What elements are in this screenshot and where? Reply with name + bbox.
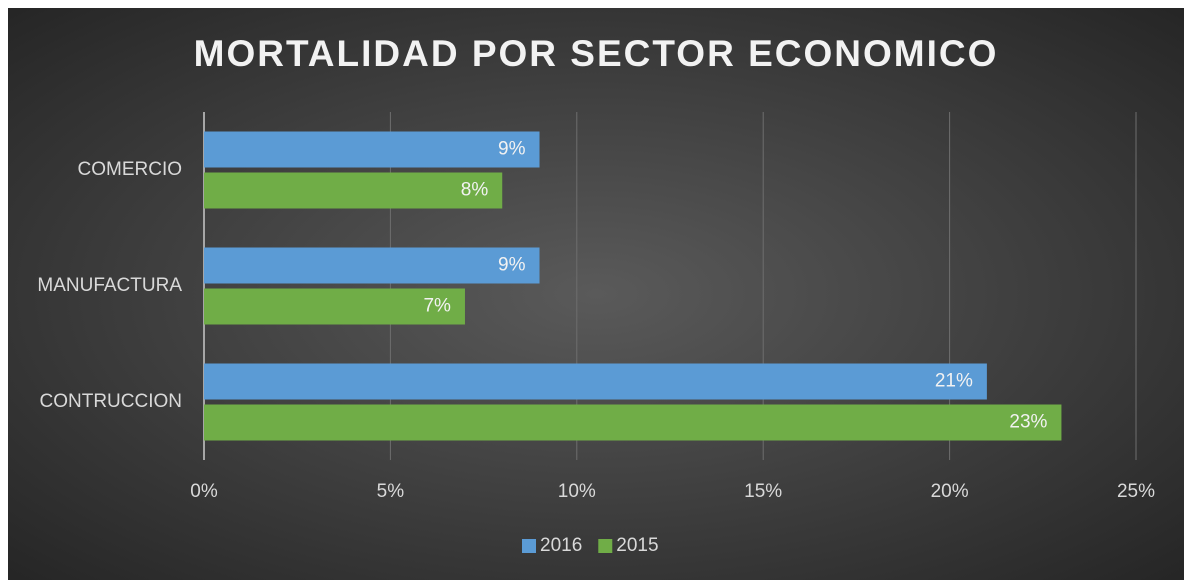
bar (204, 404, 1062, 441)
bar (204, 247, 540, 284)
y-tick-label: MANUFACTURA (37, 275, 182, 296)
y-tick-label: COMERCIO (78, 159, 183, 180)
data-label: 7% (423, 296, 451, 317)
legend-swatch (598, 539, 613, 553)
x-tick-label: 10% (558, 481, 596, 502)
x-tick-label: 15% (744, 481, 782, 502)
legend-label: 2016 (540, 535, 582, 556)
chart-background (8, 8, 1184, 580)
x-tick-label: 5% (377, 481, 405, 502)
data-label: 21% (935, 371, 973, 392)
bar (204, 131, 540, 168)
legend-label: 2015 (616, 535, 658, 556)
legend-swatch (522, 539, 536, 553)
bar (204, 363, 987, 400)
x-tick-label: 0% (190, 481, 218, 502)
bar (204, 288, 465, 325)
x-tick-label: 20% (931, 481, 969, 502)
x-tick-label: 25% (1117, 481, 1155, 502)
y-tick-label: CONTRUCCION (40, 391, 183, 412)
chart-title: MORTALIDAD POR SECTOR ECONOMICO (194, 33, 999, 74)
data-label: 9% (498, 139, 526, 160)
data-label: 23% (1009, 412, 1047, 433)
data-label: 9% (498, 255, 526, 276)
data-label: 8% (461, 180, 489, 201)
bar (204, 172, 503, 209)
